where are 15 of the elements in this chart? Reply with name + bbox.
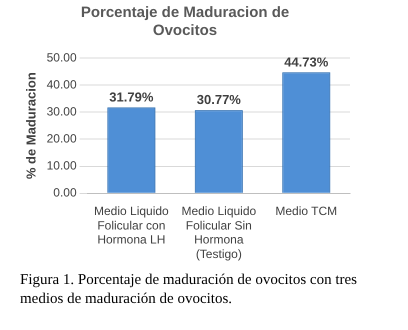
- y-tick-label: 0.00: [53, 186, 77, 200]
- data-label: 30.77%: [196, 92, 242, 108]
- data-label: 31.79%: [109, 89, 154, 104]
- x-tick-label: Medio Liquido Folicular Sin Hormona (Testigo): [181, 204, 256, 262]
- y-tick-label: 30.00: [46, 104, 77, 118]
- y-tick-label: 20.00: [46, 132, 77, 146]
- chart-title: Porcentaje de Maduracion de Ovocitos: [80, 4, 290, 40]
- y-tick-label: 10.00: [46, 158, 77, 173]
- y-tick-label: 50.00: [46, 50, 77, 64]
- x-tick-label: Medio Liquido Folicular con Hormona LH: [94, 204, 170, 247]
- data-label: 44.73%: [284, 54, 329, 70]
- text: Figura 1. Porcentaje de maduración de ovocitos con tres medios de maduración de ovocitos.: [20, 271, 358, 309]
- x-tick-label: Medio TCM: [275, 204, 338, 218]
- y-tick-label: 40.00: [46, 77, 77, 92]
- y-axis-title: % de Maduracion: [23, 72, 38, 180]
